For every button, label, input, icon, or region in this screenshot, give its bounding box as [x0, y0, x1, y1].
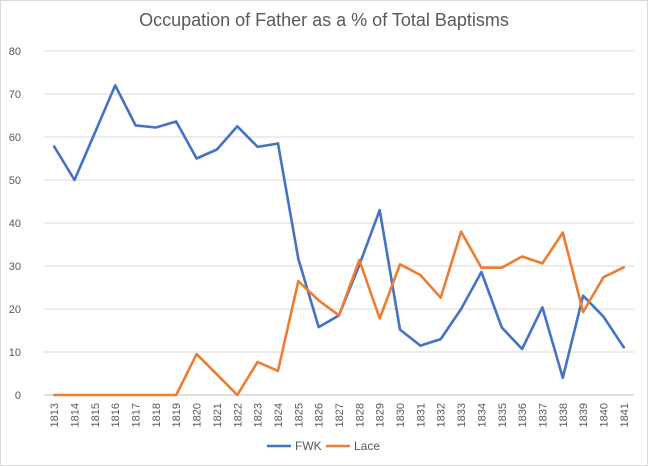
gridlines [44, 50, 634, 396]
x-tick-label: 1813 [49, 403, 61, 427]
x-axis-ticks: 1813 1814 1815 1816 1817 1818 1819 1820 1821 1822… [49, 403, 631, 427]
x-tick-label: 1840 [598, 403, 610, 427]
series-line-lace [52, 230, 626, 397]
y-tick-label: 20 [9, 304, 21, 316]
chart-title: Occupation of Father as a % of Total Bap… [139, 10, 509, 30]
x-tick-label: 1817 [131, 403, 143, 427]
y-tick-label: 10 [9, 347, 21, 359]
x-tick-label: 1823 [253, 403, 265, 427]
y-tick-label: 50 [9, 175, 21, 187]
x-tick-label: 1839 [578, 403, 590, 427]
x-tick-label: 1822 [232, 403, 244, 427]
y-tick-label: 70 [9, 89, 21, 101]
legend-label-fwk: FWK [295, 439, 322, 453]
x-tick-label: 1824 [273, 403, 285, 427]
y-tick-label: 30 [9, 261, 21, 273]
x-tick-label: 1820 [192, 403, 204, 427]
y-tick-label: 0 [15, 390, 21, 402]
x-tick-label: 1815 [90, 403, 102, 427]
x-tick-label: 1832 [436, 403, 448, 427]
legend: FWK Lace [267, 439, 380, 453]
x-tick-label: 1819 [171, 403, 183, 427]
x-tick-label: 1821 [212, 403, 224, 427]
x-tick-label: 1830 [395, 403, 407, 427]
y-axis-ticks: 0 10 20 30 40 50 60 70 80 [9, 46, 21, 402]
y-tick-label: 40 [9, 218, 21, 230]
x-tick-label: 1816 [110, 403, 122, 427]
x-tick-label: 1831 [415, 403, 427, 427]
x-tick-label: 1826 [314, 403, 326, 427]
x-tick-label: 1841 [619, 403, 631, 427]
x-tick-label: 1814 [70, 403, 82, 427]
x-tick-label: 1835 [497, 403, 509, 427]
x-tick-label: 1827 [334, 403, 346, 427]
x-tick-label: 1829 [375, 403, 387, 427]
x-tick-label: 1825 [293, 403, 305, 427]
x-tick-label: 1838 [558, 403, 570, 427]
x-tick-label: 1833 [456, 403, 468, 427]
series-lines [52, 84, 626, 397]
y-tick-label: 60 [9, 132, 21, 144]
x-tick-label: 1836 [517, 403, 529, 427]
x-tick-label: 1834 [476, 403, 488, 427]
series-line-fwk [52, 84, 626, 380]
x-tick-label: 1828 [354, 403, 366, 427]
legend-label-lace: Lace [354, 439, 380, 453]
y-tick-label: 80 [9, 46, 21, 58]
x-tick-label: 1818 [151, 403, 163, 427]
x-tick-label: 1837 [537, 403, 549, 427]
